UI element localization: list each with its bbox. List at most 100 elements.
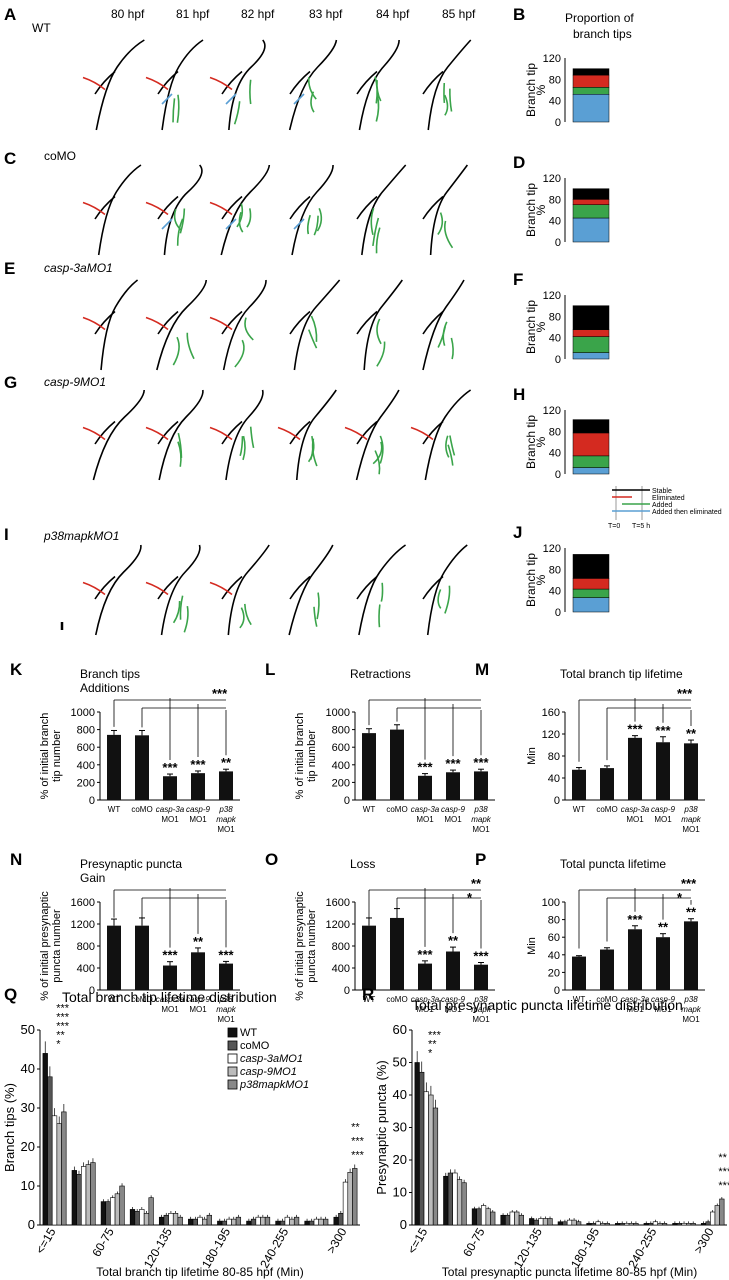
tick-label: 50 [393,1055,407,1070]
y-axis-label: % of initial branch [39,713,51,800]
bar [628,737,642,800]
panel-letter-I: I [4,525,9,544]
bar [191,773,205,800]
hist-bar [719,1198,725,1226]
arbor-trace [356,39,400,131]
timepoint-label: 84 hpf [376,7,410,21]
arbor-trace [209,544,270,636]
bar-panels: K Branch tipsAdditions02004006008001000% … [10,660,705,1024]
group-label: WT [363,805,376,814]
significance-stars: ** [718,1152,727,1164]
stable-branch [161,39,204,131]
added-branch [444,94,449,116]
stable-branch [157,575,179,600]
group-label: MO1 [626,815,644,824]
stable-branch [157,195,179,220]
hist-bar [342,1181,349,1226]
added-branch [233,101,241,125]
arbor-trace [145,544,201,636]
group-label: coMO [596,995,617,1004]
hist-bar [485,1208,491,1226]
bar [474,964,488,990]
added-branch [172,336,180,366]
arbor-trace [209,39,266,131]
stacked-segment [572,419,610,434]
group-label: MO1 [161,815,179,824]
y-axis-label: Branch tip [524,300,538,354]
bar [191,952,205,990]
row-E: E casp-3aMO1 [4,259,113,278]
eliminated-branch [277,426,301,441]
hist-bar [313,1218,319,1226]
hist-bar [566,1219,573,1226]
hist-bar [284,1216,290,1226]
y-axis-label: Presynaptic puncta (%) [374,1060,389,1194]
group-label: p38 [683,805,698,814]
group-label: WT [573,805,586,814]
hist-bar [714,1205,720,1226]
y-axis-label: % of initial branch [294,713,306,800]
bracket-stars: * [677,890,683,905]
y-axis-label: % [534,436,548,447]
group-label: WT [573,995,586,1004]
hist-bar [129,1209,136,1226]
arbor-trace [422,544,468,636]
stable-branch [92,389,145,481]
tick-label: 0 [555,354,561,366]
bar [600,949,614,990]
hist-bar [347,1172,353,1226]
eliminated-branch [82,201,106,216]
group-label: MO1 [189,815,207,824]
row-I: I p38mapkMO1 [4,525,119,544]
tick-label: 40 [549,333,561,345]
arbor-trace [145,389,204,481]
eliminated-branch [209,76,233,91]
hist-bar [323,1218,329,1226]
added-branch [444,585,451,614]
significance-stars: *** [627,912,643,927]
tick-label: 600 [332,742,350,754]
stable-branch [222,279,267,371]
hist-bar [177,1216,183,1226]
group-label: MO1 [682,1015,700,1024]
hist-bar [676,1223,683,1226]
added-branch [172,600,181,624]
eliminated-branch [82,426,106,441]
arbor-trace [145,164,203,256]
hist-bar [710,1211,716,1226]
significance-stars: ** [686,905,697,920]
hist-bar [197,1216,203,1226]
added-branch [239,607,245,629]
arbor-trace [288,39,338,131]
bar [135,735,149,800]
tick-label: 80 [548,915,560,927]
hist-bar [143,1213,150,1226]
hist-bar [456,1179,463,1226]
group-label: casp-9 [186,995,211,1004]
significance-stars: *** [417,947,433,962]
significance-stars: ** [448,933,459,948]
significance-stars: *** [428,1030,442,1042]
arbor-trace [289,164,334,256]
timepoint-label: 80 hpf [111,7,145,21]
stable-branch [356,310,378,335]
hist-bar [600,1223,606,1226]
tick-label: 40 [549,448,561,460]
arbor-trace [288,544,334,636]
eliminated-branch [209,426,233,441]
eliminated-branch [209,581,233,596]
y-axis-label: Branch tip [524,63,538,117]
bin-label: 60-75 [89,1225,117,1259]
arbor-trace [289,279,341,371]
tick-label: 20 [548,967,560,979]
hist-bar [250,1218,257,1226]
significance-stars: *** [473,949,489,964]
bar [163,965,177,990]
bar [107,734,121,800]
hist-bar [81,1166,87,1226]
hist-bar [264,1216,271,1226]
hist-bar [76,1174,82,1226]
hist-bar [500,1214,506,1226]
